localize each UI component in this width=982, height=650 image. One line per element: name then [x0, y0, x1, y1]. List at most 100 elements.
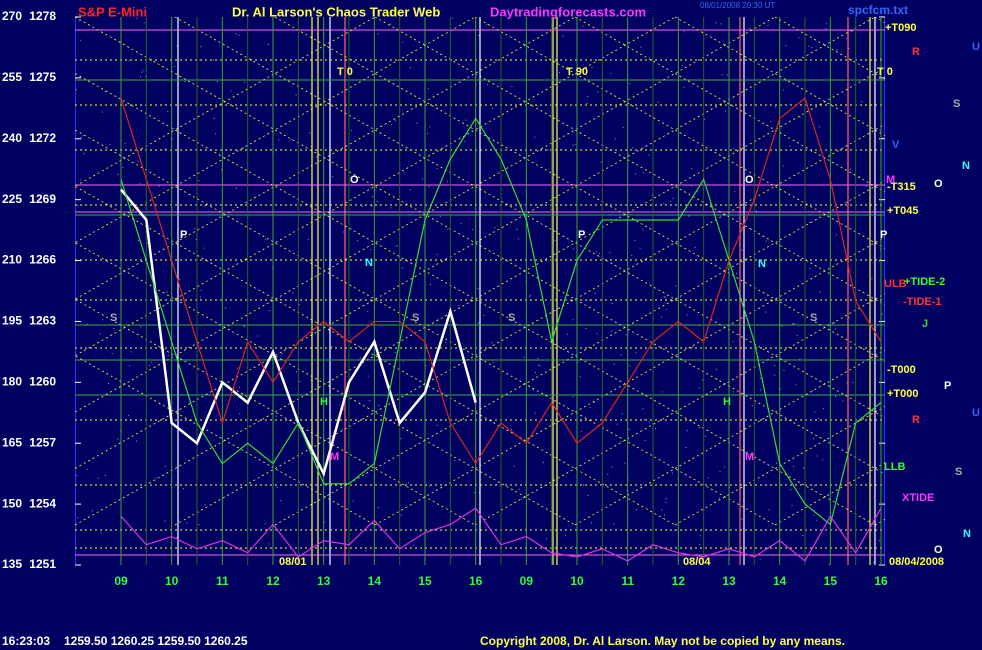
star: [715, 22, 717, 24]
star: [579, 376, 581, 378]
y2-tick-label: 240: [2, 131, 22, 145]
star: [478, 34, 480, 36]
star: [78, 20, 80, 22]
star: [450, 556, 452, 558]
star: [136, 17, 138, 19]
y-tick-label: 1257: [29, 435, 56, 449]
star: [358, 300, 360, 302]
y-tick-label: 1275: [29, 70, 56, 84]
star: [166, 291, 168, 293]
annotation: -T315: [887, 181, 916, 193]
star: [768, 509, 770, 511]
star: [213, 118, 215, 120]
star: [400, 438, 402, 440]
star: [547, 149, 549, 151]
star: [811, 47, 813, 49]
star: [494, 227, 496, 229]
star: [729, 550, 731, 552]
star: [759, 558, 761, 560]
copyright: Copyright 2008, Dr. Al Larson. May not b…: [480, 634, 845, 648]
star: [819, 291, 821, 293]
star: [600, 161, 602, 163]
star: [521, 498, 523, 500]
annotation: O: [745, 174, 754, 186]
star: [793, 323, 795, 325]
star: [732, 341, 734, 343]
star: [299, 381, 301, 383]
star: [200, 289, 202, 291]
annotation: N: [758, 258, 766, 270]
star: [298, 303, 300, 305]
star: [396, 245, 398, 247]
star: [425, 365, 427, 367]
star: [86, 323, 88, 325]
star: [697, 191, 699, 193]
x-tick-label: 14: [773, 574, 787, 588]
star: [716, 378, 718, 380]
star: [691, 167, 693, 169]
star: [661, 509, 663, 511]
annotation: -TIDE-1: [903, 296, 942, 308]
star: [428, 485, 430, 487]
star: [510, 428, 512, 430]
star: [691, 548, 693, 550]
star: [198, 524, 200, 526]
y2-tick-label: 165: [2, 435, 22, 449]
angle-line: [75, 298, 476, 526]
star: [654, 428, 656, 430]
star: [220, 169, 222, 171]
y2-tick-label: 210: [2, 253, 22, 267]
star: [534, 372, 536, 374]
star: [757, 356, 759, 358]
star: [204, 205, 206, 207]
x-tick-label: 15: [418, 574, 432, 588]
angle-line: [75, 17, 676, 357]
star: [724, 466, 726, 468]
star: [597, 91, 599, 93]
star: [588, 299, 590, 301]
star: [849, 168, 851, 170]
star: [879, 58, 881, 60]
star: [595, 251, 597, 253]
star: [701, 379, 703, 381]
star: [629, 365, 631, 367]
star: [139, 183, 141, 185]
star: [802, 534, 804, 536]
file-name: spcfcm.txt: [848, 3, 908, 17]
star: [307, 239, 309, 241]
y-tick-label: 1260: [29, 375, 56, 389]
x-tick-label: 10: [165, 574, 179, 588]
star: [242, 147, 244, 149]
star: [789, 145, 791, 147]
star: [106, 261, 108, 263]
star: [394, 351, 396, 353]
star: [149, 364, 151, 366]
star: [577, 361, 579, 363]
star: [184, 81, 186, 83]
star: [611, 302, 613, 304]
star: [158, 185, 160, 187]
star: [227, 547, 229, 549]
timestamp: 08/01/2008 20:30 UT: [700, 1, 775, 10]
series-line: [120, 507, 882, 562]
star: [429, 283, 431, 285]
annotation: T 0: [337, 66, 353, 78]
series-line: [120, 97, 882, 465]
star: [487, 83, 489, 85]
star: [167, 110, 169, 112]
star: [332, 175, 334, 177]
star: [683, 87, 685, 89]
annotation: P: [578, 229, 585, 241]
star: [755, 210, 757, 212]
star: [774, 106, 776, 108]
star: [458, 304, 460, 306]
y2-tick-label: 270: [2, 9, 22, 23]
star: [785, 80, 787, 82]
star: [767, 24, 769, 26]
star: [77, 205, 79, 207]
star: [454, 459, 456, 461]
angle-line: [75, 355, 376, 526]
star: [688, 215, 690, 217]
star: [639, 247, 641, 249]
star: [782, 165, 784, 167]
